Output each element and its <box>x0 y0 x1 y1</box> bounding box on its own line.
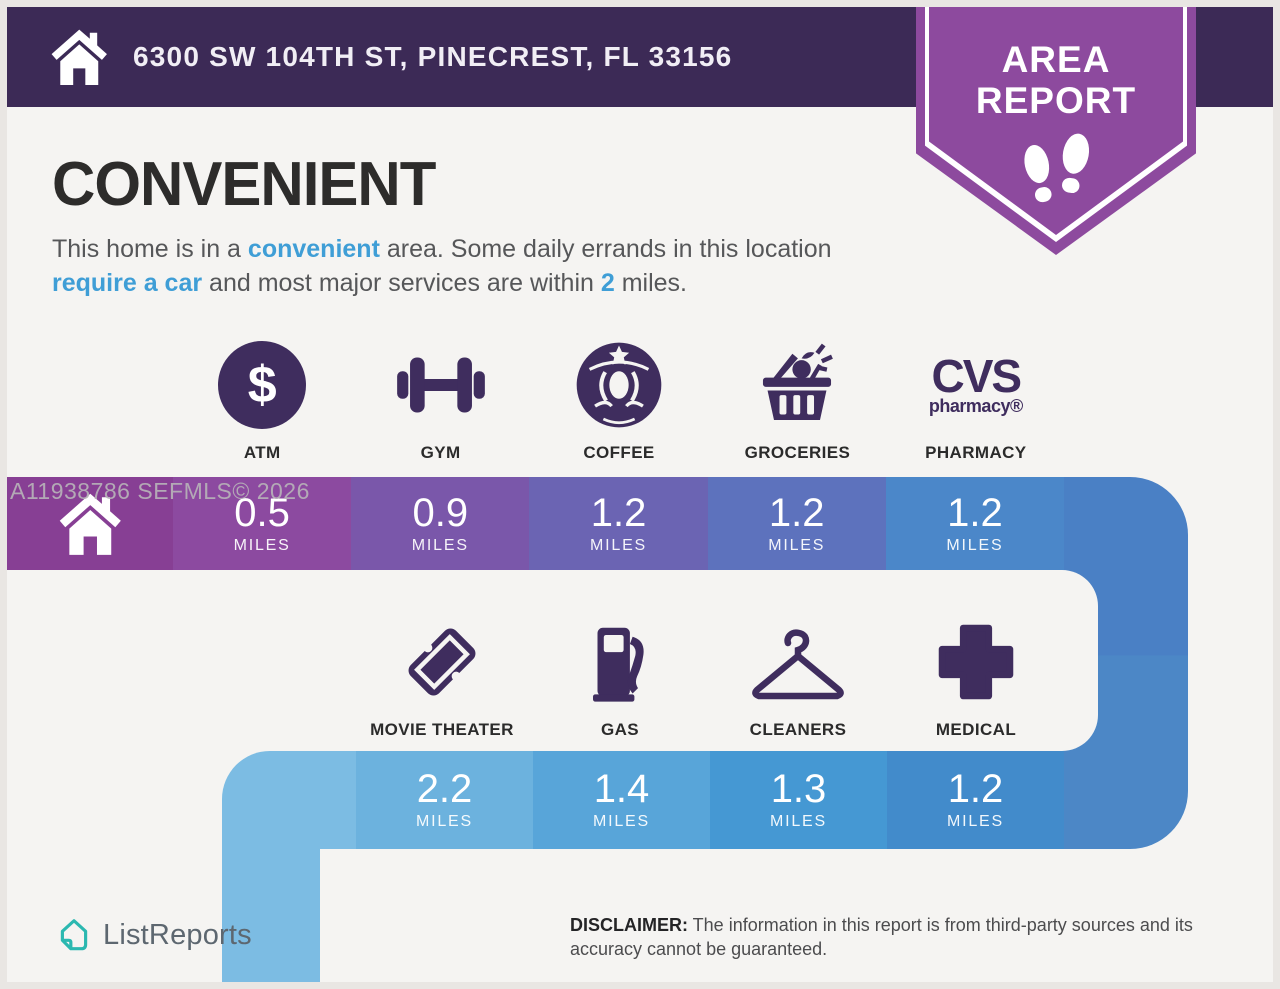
badge-title: AREA REPORT <box>916 39 1196 122</box>
amenity-movie-theater: MOVIE THEATER <box>353 604 531 740</box>
distance-value: 1.2 <box>947 767 1004 811</box>
desc-text-4: miles. <box>614 268 687 297</box>
amenity-label: GROCERIES <box>744 443 851 462</box>
distance-unit: MILES <box>411 536 469 554</box>
path-bottom-column <box>222 849 320 982</box>
listreports-brand: ListReports <box>55 916 252 954</box>
badge-line2: REPORT <box>975 80 1137 122</box>
intro-description: This home is in a convenient area. Some … <box>52 233 902 300</box>
distance-cell-gym: 0.9 MILES <box>351 477 530 570</box>
clothes-hanger-icon <box>752 629 844 700</box>
disclaimer: DISCLAIMER: The information in this repo… <box>570 914 1238 962</box>
distance-value: 0.5 <box>234 490 290 535</box>
distance-value: 2.2 <box>416 767 473 811</box>
amenity-gym: GYM <box>351 331 529 463</box>
desc-text-2: area. Some daily errands in this locatio… <box>379 235 832 263</box>
distance-cell-atm: 0.5 MILES <box>173 477 352 570</box>
amenity-label: MOVIE THEATER <box>370 720 514 739</box>
distance-value: 1.2 <box>768 490 825 535</box>
distance-unit: MILES <box>590 536 648 554</box>
cvs-pharmacy-logo: CVS pharmacy® <box>928 350 1023 416</box>
amenity-pharmacy: CVS pharmacy® PHARMACY <box>887 331 1065 463</box>
amenity-cleaners: CLEANERS <box>709 604 887 740</box>
path-left-turn <box>222 751 362 849</box>
listreports-logo-icon <box>60 919 88 951</box>
amenity-label: GYM <box>420 443 461 462</box>
distance-bar-1: 0.5 MILES 0.9 MILES 1.2 MILES 1.2 MILES … <box>7 477 1065 570</box>
amenity-label: MEDICAL <box>935 720 1017 739</box>
disclaimer-label: DISCLAIMER: <box>570 915 688 935</box>
amenity-label: PHARMACY <box>925 443 1027 462</box>
dollar-sign: $ <box>247 356 277 414</box>
area-report-badge: AREA REPORT <box>916 7 1196 255</box>
amenity-gas: GAS <box>531 604 709 740</box>
distance-unit: MILES <box>592 813 650 830</box>
amenity-row-1: $ ATM GYM <box>173 331 1065 463</box>
distance-cell-medical: 1.2 MILES <box>887 751 1064 849</box>
cvs-pharmacy-text: pharmacy® <box>928 395 1023 416</box>
medical-cross-icon <box>938 624 1014 700</box>
amenity-label: ATM <box>243 443 281 462</box>
amenity-label: COFFEE <box>583 443 655 462</box>
home-icon <box>51 29 107 85</box>
page-title: CONVENIENT <box>52 149 436 219</box>
distance-value: 1.2 <box>590 490 647 535</box>
badge-line1: AREA <box>1001 39 1111 80</box>
distance-unit: MILES <box>946 536 1004 554</box>
mls-watermark: A11938786 SEFMLS© 2026 <box>10 478 310 504</box>
distance-unit: MILES <box>946 813 1004 830</box>
home-icon <box>59 493 121 555</box>
desc-text-3: and most major services are within <box>202 268 601 297</box>
distance-value: 1.3 <box>770 767 827 811</box>
home-start-cell <box>7 477 173 570</box>
amenity-label: CLEANERS <box>749 720 847 739</box>
distance-unit: MILES <box>768 536 826 554</box>
distance-unit: MILES <box>415 813 473 830</box>
footprints-icon <box>1024 133 1090 203</box>
distance-cell-movie-theater: 2.2 MILES <box>356 751 533 849</box>
distance-value: 1.2 <box>947 490 1003 535</box>
distance-cell-cleaners: 1.3 MILES <box>710 751 887 849</box>
movie-ticket-icon <box>408 628 476 696</box>
amenity-row-2: MOVIE THEATER GAS CLEANERS <box>353 604 1065 740</box>
cvs-logo-text: CVS <box>931 350 1023 403</box>
desc-highlight-miles: 2 <box>600 268 615 297</box>
amenity-groceries: GROCERIES <box>708 331 886 463</box>
starbucks-siren-icon <box>576 342 662 428</box>
desc-highlight-convenient: convenient <box>247 235 380 263</box>
property-address: 6300 SW 104TH ST, PINECREST, FL 33156 <box>133 41 733 72</box>
distance-cell-coffee: 1.2 MILES <box>529 477 708 570</box>
distance-unit: MILES <box>233 536 291 554</box>
desc-highlight-require-car: require a car <box>52 268 203 297</box>
grocery-basket-icon <box>763 343 834 420</box>
gas-pump-icon <box>593 627 644 702</box>
disclaimer-text: The information in this report is from t… <box>570 915 1193 959</box>
amenity-atm: $ ATM <box>173 331 351 463</box>
distance-unit: MILES <box>769 813 827 830</box>
dumbbell-icon <box>396 357 485 413</box>
amenity-medical: MEDICAL <box>887 604 1065 740</box>
atm-dollar-icon: $ <box>218 341 307 429</box>
inner-corner-bottom <box>320 849 1273 982</box>
distance-value: 1.4 <box>593 767 650 811</box>
amenity-coffee: COFFEE <box>530 331 708 463</box>
desc-text-1: This home is in a <box>52 235 248 263</box>
distance-value: 0.9 <box>412 490 469 535</box>
distance-cell-gas: 1.4 MILES <box>533 751 710 849</box>
listreports-brand-name: ListReports <box>103 918 252 951</box>
amenity-label: GAS <box>600 720 640 739</box>
distance-bar-2: 2.2 MILES 1.4 MILES 1.3 MILES 1.2 MILES <box>356 751 1064 849</box>
distance-cell-groceries: 1.2 MILES <box>707 477 886 570</box>
distance-cell-pharmacy: 1.2 MILES <box>885 477 1065 570</box>
